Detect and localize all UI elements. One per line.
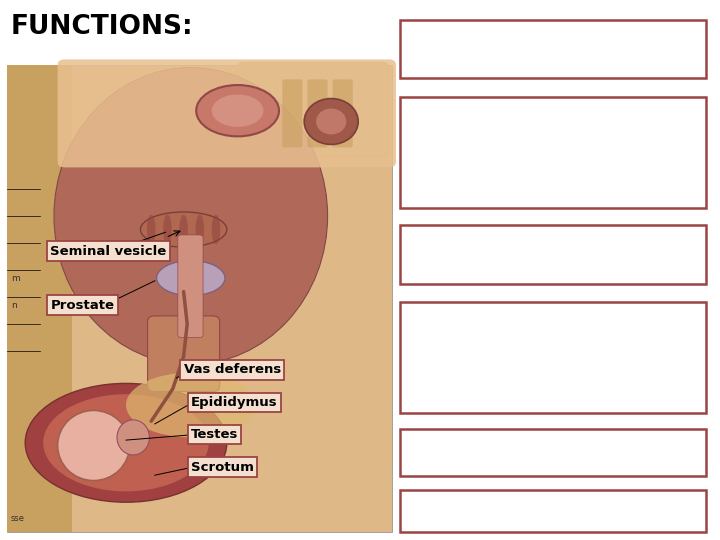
Text: Vas deferens –: Vas deferens – — [408, 232, 522, 246]
FancyBboxPatch shape — [7, 65, 392, 532]
Text: Epididymus: Epididymus — [191, 396, 277, 409]
FancyBboxPatch shape — [400, 490, 706, 532]
Ellipse shape — [157, 260, 225, 296]
FancyBboxPatch shape — [400, 97, 706, 208]
Text: Seminal vesicle (gland) –: Seminal vesicle (gland) – — [408, 435, 603, 449]
Text: Scrotum –: Scrotum – — [408, 309, 486, 323]
Text: FUNCTIONS:: FUNCTIONS: — [11, 14, 194, 39]
Text: sse: sse — [11, 514, 24, 523]
Ellipse shape — [212, 94, 264, 127]
Text: Scrotum: Scrotum — [191, 461, 253, 474]
FancyBboxPatch shape — [333, 79, 353, 147]
Text: n: n — [11, 301, 17, 309]
Text: (component of semen): (component of semen) — [520, 516, 654, 529]
Ellipse shape — [163, 214, 172, 244]
Ellipse shape — [126, 373, 256, 437]
Text: Prostate gland –: Prostate gland – — [408, 496, 536, 510]
Ellipse shape — [58, 410, 130, 481]
FancyBboxPatch shape — [282, 79, 302, 147]
Ellipse shape — [304, 98, 359, 144]
Ellipse shape — [140, 212, 227, 247]
Text: Testes –: Testes – — [408, 26, 470, 40]
Ellipse shape — [212, 214, 220, 244]
FancyBboxPatch shape — [400, 429, 706, 476]
FancyBboxPatch shape — [400, 302, 706, 413]
Text: m: m — [11, 274, 19, 282]
Ellipse shape — [316, 109, 346, 134]
Text: Epididymus –: Epididymus – — [408, 104, 510, 118]
Text: secretes fluid: secretes fluid — [408, 516, 521, 529]
Text: Prostate: Prostate — [50, 299, 114, 312]
Ellipse shape — [196, 85, 279, 136]
Ellipse shape — [54, 68, 328, 364]
Ellipse shape — [43, 394, 209, 491]
Text: transports the sperm: transports the sperm — [408, 251, 566, 264]
Text: where the sperm mature
    develop flagella
    and are stored: where the sperm mature develop flagella … — [408, 123, 591, 171]
Text: Testes: Testes — [191, 428, 238, 441]
Text: produces sperm(male gamete): produces sperm(male gamete) — [408, 46, 631, 59]
FancyBboxPatch shape — [400, 20, 706, 78]
Ellipse shape — [25, 383, 227, 502]
Ellipse shape — [196, 214, 204, 244]
Text: regulates the temperature
    of the testes for proper
    development of sperm: regulates the temperature of the testes … — [408, 328, 603, 376]
FancyBboxPatch shape — [400, 225, 706, 284]
Text: secretes fluid that nourishes sperm: secretes fluid that nourishes sperm — [408, 455, 646, 468]
Text: Seminal vesicle: Seminal vesicle — [50, 245, 166, 258]
FancyBboxPatch shape — [178, 235, 203, 338]
FancyBboxPatch shape — [307, 79, 328, 147]
Ellipse shape — [117, 420, 150, 455]
FancyBboxPatch shape — [58, 59, 396, 167]
Ellipse shape — [147, 214, 156, 244]
Ellipse shape — [179, 214, 188, 244]
Text: Vas deferens: Vas deferens — [184, 363, 281, 376]
FancyBboxPatch shape — [148, 316, 220, 392]
FancyBboxPatch shape — [7, 65, 72, 532]
FancyBboxPatch shape — [238, 62, 389, 157]
